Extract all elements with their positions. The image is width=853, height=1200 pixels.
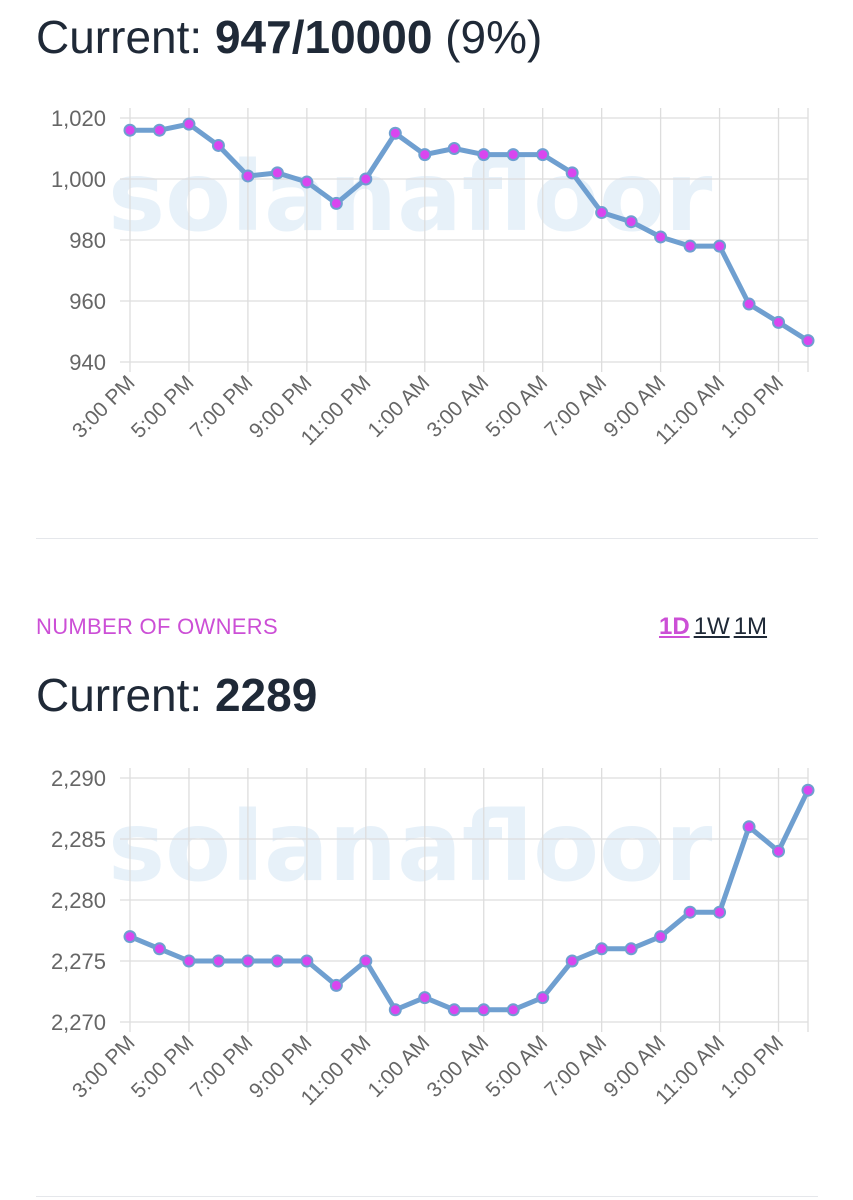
- data-point: [152, 942, 166, 956]
- watermark: solanafloor: [108, 141, 713, 253]
- data-point: [447, 142, 461, 155]
- data-point: [742, 820, 756, 834]
- range-tab-1d[interactable]: 1D: [659, 613, 690, 640]
- data-point: [388, 1003, 402, 1017]
- data-point: [477, 148, 491, 162]
- data-point: [388, 126, 402, 140]
- data-point: [713, 905, 727, 919]
- data-point: [477, 1003, 491, 1017]
- x-tick-label: 7:00 AM: [540, 1031, 611, 1102]
- data-point: [300, 954, 314, 968]
- data-point: [506, 148, 520, 162]
- x-tick-label: 5:00 AM: [481, 1031, 552, 1102]
- data-point: [241, 954, 255, 968]
- data-point: [152, 123, 166, 137]
- range-tabs: 1D 1W 1M: [658, 613, 768, 641]
- data-point: [801, 334, 815, 348]
- listed-current-percent: (9%): [432, 11, 543, 63]
- data-point: [300, 175, 314, 189]
- current-label: Current:: [36, 11, 215, 63]
- watermark: solanafloor: [108, 791, 713, 903]
- data-point: [270, 166, 284, 180]
- y-tick-label: 960: [69, 289, 106, 314]
- data-point: [447, 1003, 461, 1017]
- data-point: [772, 844, 786, 858]
- listed-current-heading: Current: 947/10000 (9%): [36, 10, 542, 64]
- data-point: [123, 123, 137, 137]
- x-tick-label: 1:00 PM: [716, 1031, 788, 1103]
- data-point: [742, 297, 756, 311]
- data-point: [359, 954, 373, 968]
- data-point: [624, 942, 638, 956]
- x-tick-label: 1:00 AM: [364, 371, 435, 442]
- data-point: [565, 166, 579, 180]
- y-tick-label: 2,275: [51, 949, 106, 974]
- x-tick-label: 7:00 PM: [186, 371, 258, 443]
- y-tick-label: 2,285: [51, 827, 106, 852]
- data-point: [418, 148, 432, 162]
- section-divider: [36, 538, 818, 539]
- data-point: [329, 196, 343, 210]
- owners-chart: solanafloor 2,270 2,275 2,280 2,285 2,290 3:00…: [51, 766, 815, 1110]
- y-tick-label: 940: [69, 350, 106, 375]
- data-point: [713, 239, 727, 253]
- x-tick-label: 3:00 PM: [68, 371, 140, 443]
- data-point: [772, 315, 786, 329]
- y-tick-label: 2,290: [51, 766, 106, 791]
- y-tick-label: 2,280: [51, 888, 106, 913]
- data-point: [182, 117, 196, 131]
- data-point: [418, 991, 432, 1005]
- data-point: [801, 783, 815, 797]
- data-point: [536, 991, 550, 1005]
- x-tick-label: 5:00 PM: [127, 371, 199, 443]
- x-tick-label: 5:00 PM: [127, 1031, 199, 1103]
- data-point: [654, 230, 668, 244]
- data-point: [506, 1003, 520, 1017]
- data-point: [329, 978, 343, 992]
- x-tick-label: 1:00 PM: [716, 371, 788, 443]
- section-divider: [36, 1196, 818, 1197]
- data-point: [123, 930, 137, 944]
- data-point: [565, 954, 579, 968]
- y-tick-label: 1,000: [51, 167, 106, 192]
- y-tick-label: 1,020: [51, 106, 106, 131]
- range-tab-1w[interactable]: 1W: [693, 613, 730, 640]
- data-point: [595, 206, 609, 220]
- range-tab-1m[interactable]: 1M: [733, 613, 768, 640]
- x-tick-label: 7:00 PM: [186, 1031, 258, 1103]
- listed-current-value: 947/10000: [214, 11, 433, 63]
- data-point: [683, 905, 697, 919]
- data-point: [359, 172, 373, 186]
- data-point: [182, 954, 196, 968]
- data-point: [241, 169, 255, 183]
- x-tick-label: 3:00 PM: [68, 1031, 140, 1103]
- x-tick-label: 7:00 AM: [540, 371, 611, 442]
- data-point: [595, 942, 609, 956]
- y-tick-label: 2,270: [51, 1010, 106, 1035]
- owners-current-heading: Current: 2289: [36, 668, 317, 722]
- current-label: Current:: [36, 669, 215, 721]
- data-point: [654, 930, 668, 944]
- owners-section-title: NUMBER OF OWNERS: [36, 614, 278, 639]
- data-point: [211, 138, 225, 152]
- data-point: [624, 215, 638, 229]
- x-tick-label: 1:00 AM: [364, 1031, 435, 1102]
- y-tick-label: 980: [69, 228, 106, 253]
- data-point: [211, 954, 225, 968]
- data-point: [270, 954, 284, 968]
- data-point: [536, 148, 550, 162]
- x-tick-label: 3:00 AM: [423, 371, 494, 442]
- data-point: [683, 239, 697, 253]
- x-tick-label: 3:00 AM: [423, 1031, 494, 1102]
- x-tick-label: 5:00 AM: [481, 371, 552, 442]
- owners-current-value: 2289: [214, 669, 318, 721]
